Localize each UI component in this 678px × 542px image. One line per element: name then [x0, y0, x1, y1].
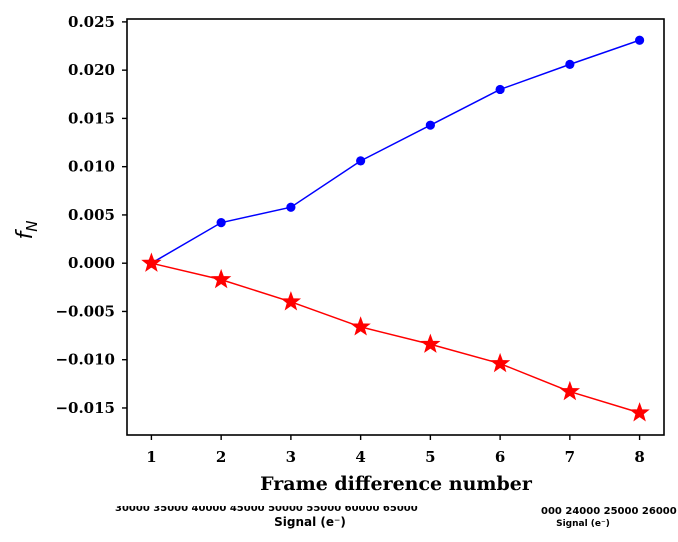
star-marker [210, 268, 232, 289]
overlap-mask [100, 500, 540, 506]
circle-marker [495, 84, 505, 95]
x-axis-title: Frame difference number [260, 473, 533, 495]
circle-marker [634, 35, 645, 45]
series-2 [141, 252, 650, 422]
y-axis-ticks: −0.015 −0.010 −0.005 0.000 0.005 0.010 0.015 0.… [55, 13, 127, 417]
y-tick-label: −0.015 [55, 399, 115, 417]
y-tick-label: 0.005 [68, 206, 115, 224]
x-tick-label: 5 [425, 448, 435, 466]
y-tick-label: −0.010 [55, 351, 115, 369]
series-layer [141, 35, 650, 422]
y-tick-label: 0.025 [68, 13, 115, 31]
star-marker [141, 252, 162, 272]
x-tick-label: 8 [634, 448, 644, 466]
star-marker [489, 352, 511, 373]
y-axis-title: fN [13, 221, 41, 240]
overlap-xlabel-left: Signal (e⁻) [274, 515, 346, 529]
star-marker [420, 333, 441, 353]
plot-frame [126, 18, 665, 436]
y-tick-label: 0.010 [68, 158, 115, 176]
overlap-xlabel-right: Signal (e⁻) [556, 519, 610, 529]
star-marker [280, 291, 302, 311]
series-1 [146, 35, 645, 268]
y-tick-label: 0.015 [68, 109, 115, 127]
series-line [151, 262, 640, 414]
y-tick-label: −0.005 [55, 302, 115, 320]
star-marker [559, 380, 581, 401]
x-tick-label: 6 [495, 448, 505, 466]
overlap-tick-labels-left: 30000 35000 40000 45000 50000 55000 6000… [115, 503, 418, 514]
x-tick-label: 7 [565, 448, 575, 466]
x-tick-label: 2 [216, 448, 226, 466]
x-axis-ticks: 1 2 3 4 5 6 7 8 [146, 435, 645, 466]
circle-marker [356, 156, 366, 166]
circle-marker [286, 202, 296, 212]
star-marker [350, 316, 371, 336]
y-tick-label: 0.000 [68, 254, 115, 272]
y-tick-label: 0.020 [68, 61, 115, 79]
x-tick-label: 3 [286, 448, 296, 466]
circle-marker [565, 59, 575, 69]
circle-marker [216, 218, 226, 228]
star-marker [629, 402, 650, 422]
x-tick-label: 1 [146, 448, 156, 466]
x-tick-label: 4 [355, 448, 365, 466]
overlap-tick-labels-right: 000 24000 25000 26000 [541, 506, 677, 517]
series-line [151, 39, 640, 264]
circle-marker [425, 120, 435, 130]
